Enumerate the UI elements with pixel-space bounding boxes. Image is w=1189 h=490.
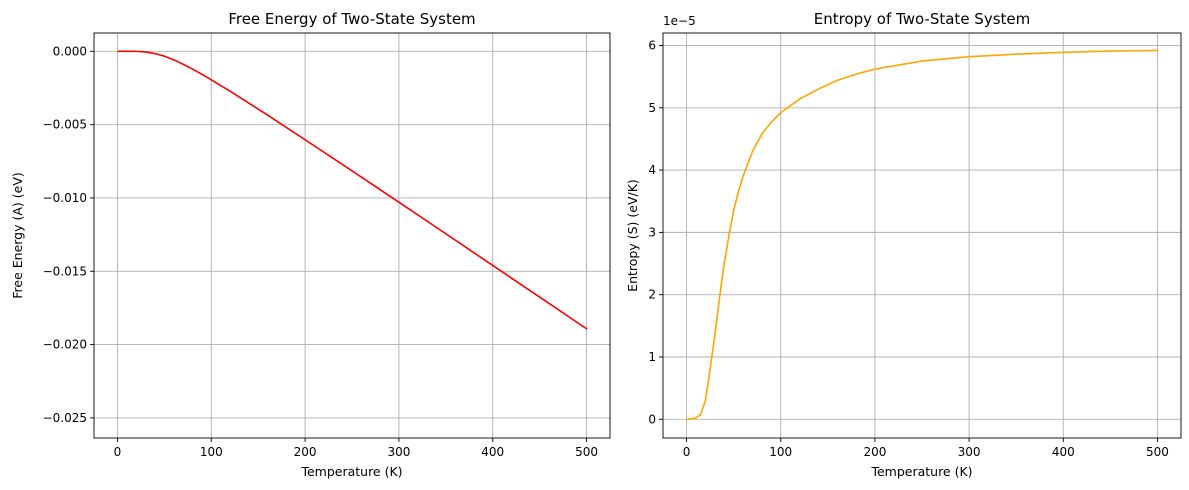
x-tick-label: 100 <box>769 445 792 459</box>
y-tick-label: −0.025 <box>43 411 87 425</box>
y-tick-label: −0.015 <box>43 264 87 278</box>
y-axis-label: Entropy (S) (eV/K) <box>625 179 640 292</box>
series-line-0 <box>686 49 1159 421</box>
y-tick-label: −0.010 <box>43 191 87 205</box>
x-tick-label: 200 <box>294 445 317 459</box>
y-axis-label: Free Energy (A) (eV) <box>10 172 25 299</box>
x-tick-label: 400 <box>1052 445 1075 459</box>
x-tick-label: 300 <box>387 445 410 459</box>
y-tick-label: 5 <box>648 101 656 115</box>
y-tick-label: 6 <box>648 38 656 52</box>
x-tick-label: 300 <box>958 445 981 459</box>
axes-frame <box>662 32 1182 439</box>
x-tick-label: 400 <box>481 445 504 459</box>
y-tick-label: 2 <box>648 288 656 302</box>
x-tick-label: 0 <box>114 445 122 459</box>
y-tick-label: −0.020 <box>43 338 87 352</box>
x-tick-label: 200 <box>863 445 886 459</box>
x-tick-label: 100 <box>200 445 223 459</box>
x-tick-label: 500 <box>575 445 598 459</box>
chart-title: Entropy of Two-State System <box>814 10 1031 28</box>
y-offset-text: 1e−5 <box>663 14 696 28</box>
y-tick-label: 4 <box>648 163 656 177</box>
y-tick-label: 0.000 <box>53 44 87 58</box>
y-tick-label: 3 <box>648 225 656 239</box>
y-tick-label: 0 <box>648 412 656 426</box>
x-axis-label: Temperature (K) <box>300 464 402 479</box>
entropy-chart: 0 100 200 300 400 500 0 1 2 3 4 5 6 Entropy of Two-St… <box>625 10 1182 479</box>
axes-frame <box>93 32 611 439</box>
y-tick-label: 1 <box>648 350 656 364</box>
chart-title: Free Energy of Two-State System <box>228 10 475 28</box>
free-energy-chart: 0 100 200 300 400 500 0.000 −0.005 −0.010 −0.015 −… <box>10 10 611 479</box>
x-axis-label: Temperature (K) <box>870 464 972 479</box>
series-line-0 <box>117 50 588 330</box>
x-tick-label: 0 <box>683 445 691 459</box>
x-tick-label: 500 <box>1146 445 1169 459</box>
y-tick-label: −0.005 <box>43 118 87 132</box>
